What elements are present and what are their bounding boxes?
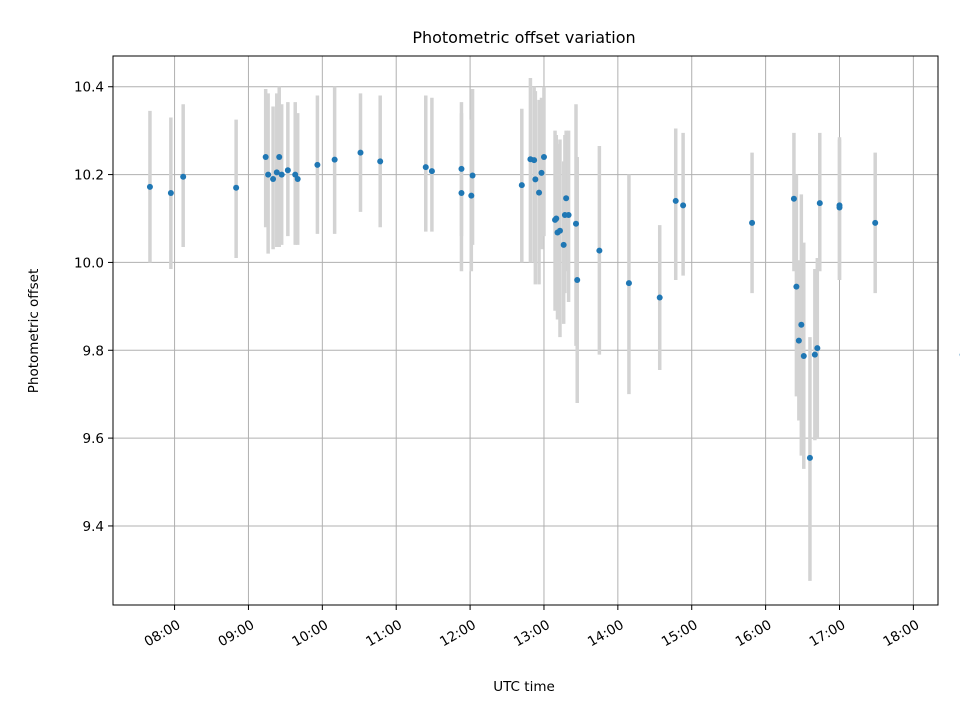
data-point — [270, 175, 277, 182]
data-point — [872, 219, 879, 226]
data-point — [560, 241, 567, 248]
data-point — [816, 200, 823, 207]
y-tick-label: 10.0 — [74, 255, 104, 271]
x-tick-label: 17:00 — [807, 617, 849, 650]
data-point — [811, 351, 818, 358]
data-point — [428, 168, 435, 175]
x-tick-label: 09:00 — [216, 617, 258, 650]
data-point — [180, 173, 187, 180]
data-point — [331, 156, 338, 163]
x-axis-ticks: 08:00 09:00 10:00 11:00 12:00 13:00 14:00 15:00… — [142, 605, 922, 650]
data-point — [749, 219, 756, 226]
x-axis-label: UTC time — [493, 679, 555, 695]
data-point — [518, 182, 525, 189]
data-point — [574, 276, 581, 283]
x-tick-label: 11:00 — [363, 617, 405, 650]
y-tick-label: 9.4 — [83, 519, 104, 535]
data-point — [276, 154, 283, 161]
error-bars — [148, 77, 877, 581]
data-point — [273, 169, 280, 176]
data-point — [292, 171, 299, 178]
data-point — [556, 227, 563, 234]
data-point — [294, 175, 301, 182]
data-point — [790, 195, 797, 202]
x-tick-label: 14:00 — [585, 617, 627, 650]
x-tick-label: 18:00 — [880, 617, 922, 650]
x-tick-label: 10:00 — [289, 617, 331, 650]
y-tick-label: 10.2 — [74, 168, 104, 184]
data-point — [536, 189, 543, 196]
data-point — [468, 192, 475, 199]
data-point — [553, 215, 560, 222]
y-axis-ticks: 9.4 9.6 9.8 10.0 10.2 10.4 — [74, 80, 113, 535]
data-point — [798, 321, 805, 328]
data-point — [458, 190, 465, 197]
data-point — [532, 176, 539, 183]
data-point — [422, 164, 429, 171]
data-points — [146, 149, 960, 461]
data-point — [596, 247, 603, 254]
x-tick-label: 16:00 — [733, 617, 775, 650]
x-tick-label: 13:00 — [511, 617, 553, 650]
data-point — [793, 283, 800, 290]
plot-frame — [112, 55, 939, 606]
data-point — [146, 183, 153, 190]
data-point — [795, 337, 802, 344]
data-point — [377, 158, 384, 165]
data-point — [625, 280, 632, 287]
data-point — [680, 202, 687, 209]
data-point — [265, 171, 272, 178]
data-point — [167, 190, 174, 197]
data-point — [262, 154, 269, 161]
data-point — [800, 352, 807, 359]
y-tick-label: 9.6 — [83, 431, 104, 447]
y-tick-label: 10.4 — [74, 80, 104, 96]
data-point — [572, 220, 579, 227]
data-point — [233, 184, 240, 191]
data-point — [458, 165, 465, 172]
data-point — [836, 204, 843, 211]
y-tick-label: 9.8 — [83, 343, 104, 359]
data-point — [565, 211, 572, 218]
data-point — [656, 294, 663, 301]
data-point — [278, 171, 285, 178]
x-tick-label: 08:00 — [142, 617, 184, 650]
x-tick-label: 12:00 — [437, 617, 479, 650]
data-point — [540, 154, 547, 161]
data-point — [806, 454, 813, 461]
y-axis-label: Photometric offset — [26, 269, 42, 393]
data-point — [284, 167, 291, 174]
data-point — [563, 195, 570, 202]
data-point — [531, 157, 538, 164]
data-point — [314, 161, 321, 168]
data-point — [672, 197, 679, 204]
data-point — [469, 172, 476, 179]
data-point — [357, 149, 364, 156]
x-tick-label: 15:00 — [659, 617, 701, 650]
chart-title: Photometric offset variation — [412, 28, 635, 47]
data-point — [814, 345, 821, 352]
data-point — [538, 169, 545, 176]
